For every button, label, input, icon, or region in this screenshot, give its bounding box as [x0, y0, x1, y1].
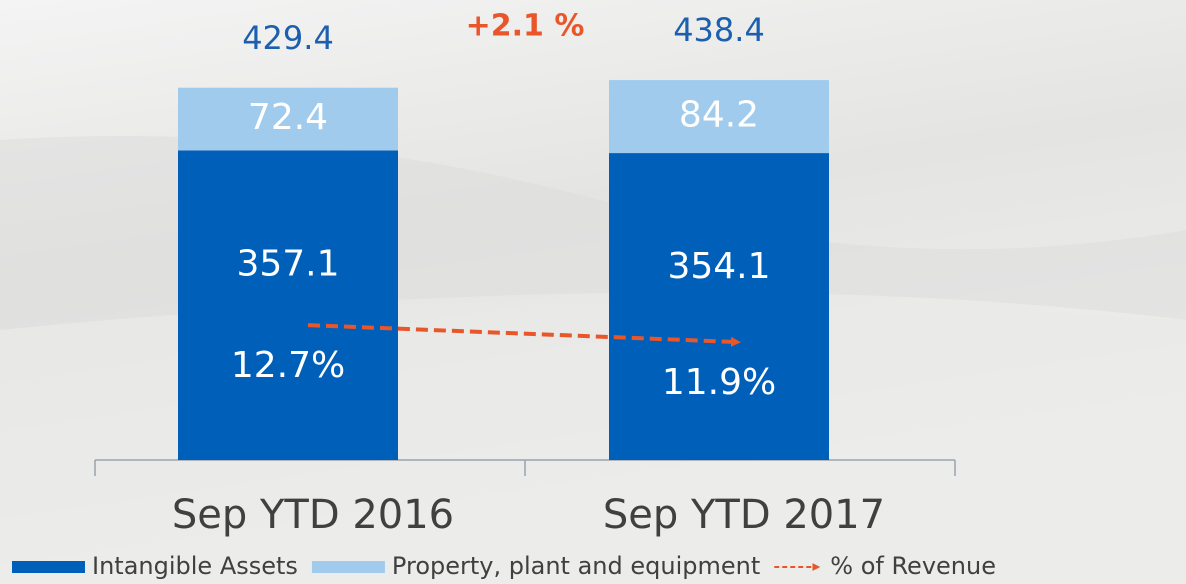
- chart: +2.1 % 357.1 72.4 429.4 Sep YTD 2016 354.1 84…: [0, 0, 1186, 584]
- segment-label: 84.2: [679, 95, 759, 136]
- legend-swatch: [12, 561, 85, 573]
- percent-label: 12.7%: [231, 345, 345, 386]
- segment-label: 354.1: [667, 246, 770, 287]
- legend-label: % of Revenue: [830, 552, 996, 580]
- legend-label: Property, plant and equipment: [392, 552, 760, 580]
- segment-label: 72.4: [248, 97, 328, 138]
- total-label: 438.4: [673, 11, 765, 49]
- change-annotation: +2.1 %: [466, 9, 585, 44]
- x-tick-label: Sep YTD 2016: [172, 492, 454, 538]
- bar-segment: [609, 153, 829, 460]
- percent-label: 11.9%: [662, 362, 776, 403]
- x-tick-label: Sep YTD 2017: [603, 492, 885, 538]
- legend-label: Intangible Assets: [92, 552, 298, 580]
- legend-swatch: [312, 561, 385, 573]
- segment-label: 357.1: [236, 243, 339, 284]
- background-shade: [0, 302, 1186, 584]
- bar-segment: [178, 150, 398, 460]
- total-label: 429.4: [242, 19, 334, 57]
